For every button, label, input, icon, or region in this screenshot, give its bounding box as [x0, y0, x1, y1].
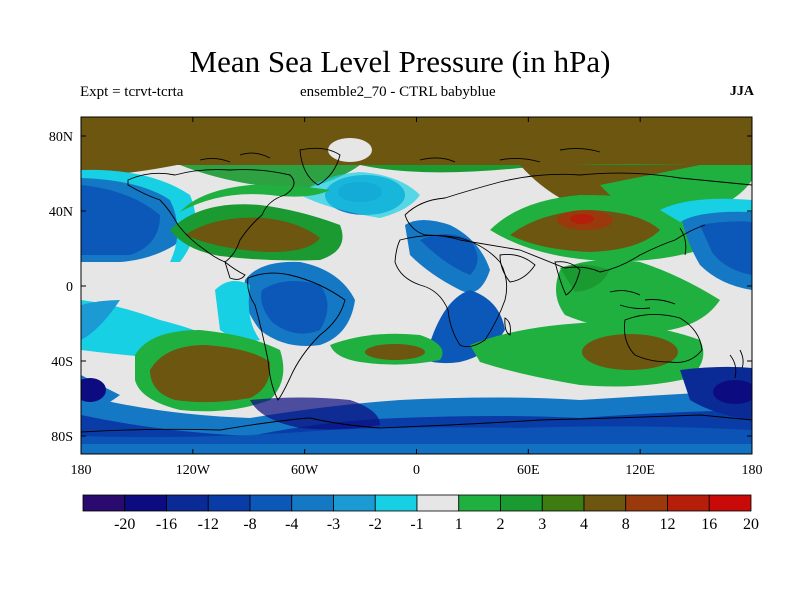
colorbar-swatch — [583, 494, 627, 512]
lon-tick-label: 60W — [291, 463, 319, 478]
axis-tick-labels: 80N 40N 0 40S 80S 180 120W 60W 0 60E 120E 180 — [49, 130, 763, 478]
colorbar-swatch — [249, 494, 293, 512]
season-label: JJA — [729, 84, 754, 99]
colorbar-label: 2 — [497, 516, 505, 533]
experiment-label: Expt = tcrvt-tcrta — [80, 84, 184, 100]
colorbar-label: -16 — [156, 516, 177, 533]
colorbar-label: 8 — [622, 516, 630, 533]
lat-tick-label: 40S — [51, 355, 73, 370]
colorbar-label: -3 — [327, 516, 340, 533]
colorbar-swatch — [625, 494, 668, 512]
colorbar-label: 20 — [743, 516, 759, 533]
map-title: Mean Sea Level Pressure (in hPa) — [189, 44, 611, 79]
colorbar-swatch — [667, 494, 710, 512]
colorbar-swatch — [458, 494, 501, 512]
pressure-field — [81, 117, 752, 454]
colorbar-swatch — [207, 494, 251, 512]
colorbar-label: -1 — [410, 516, 423, 533]
colorbar-swatch — [541, 494, 585, 512]
lat-tick-label: 80N — [49, 130, 73, 145]
ensemble-label: ensemble2_70 - CTRL babyblue — [300, 84, 496, 100]
colorbar-swatch — [416, 494, 460, 512]
colorbar-swatch — [708, 494, 752, 512]
colorbar-label: 1 — [455, 516, 463, 533]
lon-tick-label: 180 — [742, 463, 763, 478]
colorbar-label: 3 — [538, 516, 546, 533]
lat-tick-label: 40N — [49, 205, 73, 220]
lat-tick-label: 0 — [66, 280, 73, 295]
lon-tick-label: 60E — [517, 463, 540, 478]
coastlines — [81, 147, 752, 433]
lat-tick-label: 80S — [51, 430, 73, 445]
colorbar-label: -12 — [198, 516, 219, 533]
colorbar-swatch — [291, 494, 334, 512]
lon-tick-label: 0 — [413, 463, 420, 478]
colorbar-swatch — [374, 494, 418, 512]
colorbar-label: 16 — [701, 516, 717, 533]
colorbar-label: -8 — [243, 516, 256, 533]
lon-tick-label: 180 — [71, 463, 92, 478]
colorbar-label: 4 — [580, 516, 588, 533]
colorbar-swatch — [500, 494, 543, 512]
lon-tick-label: 120E — [625, 463, 655, 478]
colorbar-label: -4 — [285, 516, 298, 533]
colorbar-swatch — [333, 494, 376, 512]
colorbar-swatch — [166, 494, 209, 512]
axis-ticks — [80, 117, 753, 454]
colorbar-swatch — [82, 494, 126, 512]
colorbar: -20 -16 -12 -8 -4 -3 -2 -1 1 2 3 4 8 12 16 20 — [82, 494, 759, 533]
lon-tick-label: 120W — [176, 463, 211, 478]
colorbar-label: -2 — [369, 516, 382, 533]
colorbar-label: -20 — [114, 516, 135, 533]
colorbar-label: 12 — [660, 516, 676, 533]
colorbar-swatch — [124, 494, 167, 512]
